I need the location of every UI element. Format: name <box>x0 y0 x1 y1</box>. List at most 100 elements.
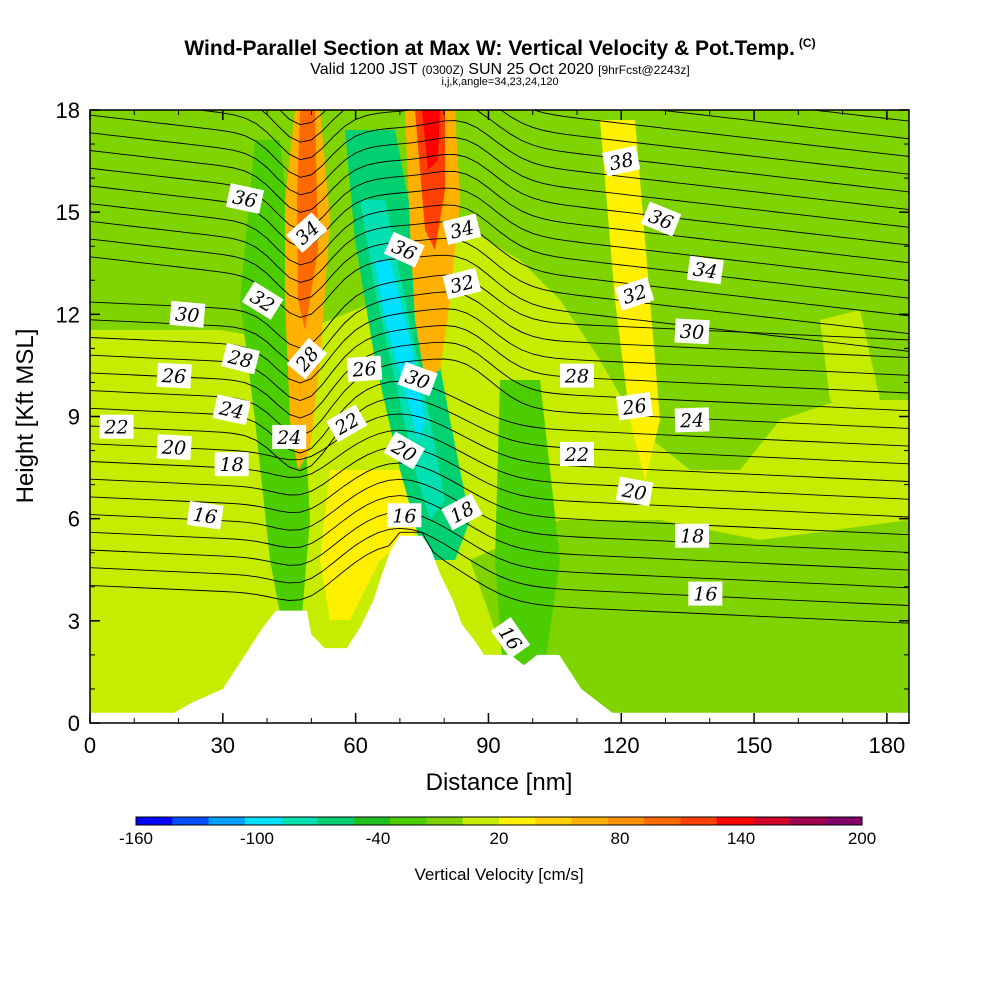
colorbar-frame <box>135 816 863 826</box>
isentrope-label: 18 <box>675 523 710 548</box>
isentrope-label-text: 36 <box>231 186 259 213</box>
colorbar-swatch <box>789 817 827 825</box>
isentrope-label-box <box>559 441 594 466</box>
isentrope-label-text: 38 <box>607 149 635 176</box>
isentrope-label-box <box>99 414 134 439</box>
y-axis-label: Height [Kft MSL] <box>12 329 39 504</box>
isentrope-label-text: 22 <box>564 444 589 466</box>
isentrope-label: 34 <box>686 255 724 285</box>
isentrope-label: 20 <box>156 434 192 461</box>
isentrope-label-text: 18 <box>220 454 244 476</box>
x-tick-label: 180 <box>869 733 906 758</box>
isentrope-label: 30 <box>674 318 710 345</box>
isentrope-label: 38 <box>602 145 641 177</box>
isentrope-line <box>195 110 909 193</box>
colorbar-swatch <box>680 817 718 825</box>
colorbar-tick-label: 140 <box>727 829 755 848</box>
isentrope-line <box>90 308 909 384</box>
y-tick-label: 6 <box>68 507 80 532</box>
isentrope-line <box>90 446 909 518</box>
vertical-velocity-field <box>90 110 909 723</box>
isentrope-label-text: 22 <box>103 417 128 439</box>
isentrope-label-text: 18 <box>680 526 704 548</box>
isentrope-label-box <box>442 213 482 245</box>
isentrope-label-box <box>241 281 284 320</box>
isentrope-label-text: 24 <box>216 397 245 424</box>
colorbar-swatch <box>535 817 573 825</box>
section-params: i,j,k,angle=34,23,24,120 <box>441 76 559 88</box>
isentrope-label-box <box>214 452 249 477</box>
isentrope-label-box <box>441 493 483 531</box>
isentrope-line <box>90 495 909 571</box>
isentrope-line <box>90 114 909 211</box>
isentrope-label-box <box>221 342 260 375</box>
isentrope-line <box>90 397 909 472</box>
isentrope-line <box>90 291 909 366</box>
isentrope-label-text: 26 <box>620 395 648 420</box>
isentrope-label: 24 <box>674 407 710 433</box>
isentrope-label: 26 <box>156 362 192 389</box>
valid-time: Valid 1200 JST <box>310 61 418 78</box>
isentrope-label-box <box>397 361 438 397</box>
isentrope-label-text: 30 <box>679 321 704 344</box>
isentrope-line <box>90 203 909 299</box>
potential-temperature-contours <box>90 0 909 624</box>
x-axis-ticks: 0 30 60 90 120 150 180 <box>84 110 905 758</box>
colorbar-swatch <box>499 817 536 825</box>
isentrope-line <box>90 0 909 68</box>
isentrope-line <box>90 132 909 228</box>
colorbar-swatch <box>390 817 427 825</box>
colorbar-swatch <box>753 817 790 825</box>
colorbar-tick-label: 200 <box>848 829 876 848</box>
isentrope-label-box <box>156 362 192 389</box>
isentrope-label: 22 <box>99 414 134 439</box>
isentrope-label: 36 <box>640 201 682 237</box>
isentrope-line <box>260 110 909 175</box>
colorbar-swatch <box>136 817 173 825</box>
y-tick-label: 3 <box>68 609 80 634</box>
colorbar-swatch <box>281 817 318 825</box>
isentrope-label: 24 <box>272 424 307 449</box>
isentrope-label: 16 <box>186 501 224 530</box>
isentrope-label-text: 28 <box>564 366 589 388</box>
isentrope-label-text: 24 <box>276 427 301 449</box>
y-tick-label: 12 <box>56 302 80 327</box>
isentrope-label-box <box>272 424 307 449</box>
isentrope-label-box <box>688 581 723 606</box>
isentrope-line <box>279 110 909 157</box>
isentrope-label-box <box>346 355 383 382</box>
isentrope-label: 26 <box>346 355 383 382</box>
x-tick-label: 90 <box>476 733 500 758</box>
utc-time: (0300Z) <box>421 63 464 77</box>
x-axis-label: Distance [nm] <box>426 769 573 796</box>
isentrope-line <box>90 531 909 624</box>
colorbar-swatch <box>208 817 246 825</box>
isentrope-label: 24 <box>212 394 251 425</box>
y-tick-label: 0 <box>68 711 80 736</box>
isentrope-label-box <box>387 503 422 528</box>
isentrope-label-box <box>383 231 425 268</box>
isentrope-line <box>655 110 909 140</box>
chart-title: Wind-Parallel Section at Max W: Vertical… <box>0 36 1000 61</box>
isentrope-label: 32 <box>614 277 655 311</box>
colorbar-tick-label: 80 <box>611 829 630 848</box>
chart-subtitle: Valid 1200 JST (0300Z) SUN 25 Oct 2020 [… <box>0 61 1000 79</box>
isentrope-label-box <box>674 318 710 345</box>
x-tick-label: 30 <box>211 733 235 758</box>
isentrope-line <box>90 511 909 589</box>
colorbar-tick-label: -160 <box>119 829 153 848</box>
colorbar-swatch <box>825 817 863 825</box>
colorbar-tick-label: 20 <box>490 829 509 848</box>
isentrope-label-text: 16 <box>693 584 717 606</box>
y-tick-label: 18 <box>56 98 80 123</box>
units-tag: (C) <box>798 36 816 50</box>
colorbar-swatch <box>244 817 282 825</box>
isentrope-line <box>90 237 909 335</box>
isentrope-label-box <box>640 201 682 237</box>
isentrope-label-box <box>674 407 710 433</box>
colorbar-tick-label: -100 <box>240 829 274 848</box>
isentrope-line <box>90 413 909 482</box>
isentrope-label-text: 20 <box>620 479 649 505</box>
colorbar-swatch <box>172 817 210 825</box>
